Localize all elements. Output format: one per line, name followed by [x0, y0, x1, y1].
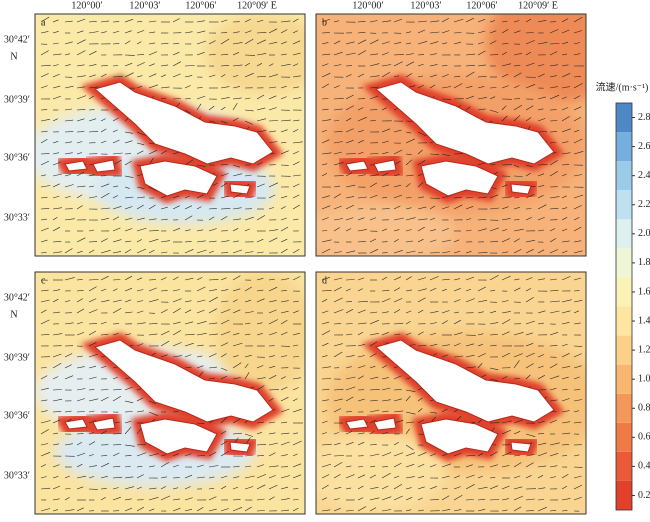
colorbar-segment: [616, 394, 632, 423]
colorbar-tick-label: 1.8: [638, 257, 650, 268]
colorbar-tick-label: 0.8: [638, 403, 650, 414]
colorbar-tick-label: 1.6: [638, 286, 650, 297]
lon-label: 120°09′ E: [518, 0, 558, 11]
colorbar-segment: [616, 219, 632, 248]
island: [230, 184, 250, 194]
colorbar-segment: [616, 336, 632, 365]
lon-label: 120°09′ E: [237, 0, 277, 11]
lon-label: 120°00′: [71, 0, 102, 11]
lon-label: 120°06′: [466, 0, 497, 11]
colorbar-segment: [616, 481, 632, 510]
lat-label: 30°33′: [4, 212, 30, 223]
colorbar-segment: [616, 452, 632, 481]
map-panel: a: [25, 14, 325, 256]
speed-zone: [296, 204, 456, 264]
panel-label: c: [41, 275, 46, 286]
island: [511, 442, 531, 452]
panel-content: [296, 0, 626, 264]
colorbar-segment: [616, 248, 632, 277]
colorbar-tick-label: 2.2: [638, 199, 650, 210]
panel-label: d: [322, 275, 327, 286]
colorbar-tick-label: 1.2: [638, 344, 650, 355]
colorbar-title: 流速/(m·s⁻¹): [596, 80, 649, 93]
colorbar-segment: [616, 423, 632, 452]
panel-content: [35, 272, 315, 514]
lat-label: 30°33′: [4, 470, 30, 481]
island: [511, 184, 531, 194]
colorbar-segment: [616, 365, 632, 394]
lon-label: 120°00′: [352, 0, 383, 11]
lon-label: 120°03′: [129, 0, 160, 11]
island: [230, 442, 250, 452]
lat-label: 30°42′: [4, 292, 30, 303]
speed-zone: [205, 14, 325, 94]
colorbar-segment: [616, 190, 632, 219]
colorbar-tick-label: 0.6: [638, 432, 650, 443]
panel-label: b: [322, 17, 327, 28]
panel-content: [25, 14, 325, 256]
map-panel: b: [296, 0, 626, 264]
speed-zone: [215, 272, 315, 392]
lon-label: 120°06′: [185, 0, 216, 11]
colorbar-segment: [616, 307, 632, 336]
map-panel: c: [35, 272, 315, 514]
colorbar-segment: [616, 277, 632, 306]
colorbar-tick-label: 2.6: [638, 141, 650, 152]
colorbar-segment: [616, 161, 632, 190]
lat-label: 30°42′: [4, 34, 30, 45]
colorbar-tick-label: 2.4: [638, 170, 650, 181]
lat-label: 30°39′: [4, 352, 30, 363]
lat-label: 30°36′: [4, 152, 30, 163]
map-panel: d: [306, 272, 606, 514]
lat-hemisphere: N: [10, 309, 17, 320]
lat-hemisphere: N: [10, 51, 17, 62]
panel-label: a: [41, 17, 46, 28]
colorbar-tick-label: 1.4: [638, 315, 650, 326]
colorbar-tick-label: 2.0: [638, 228, 650, 239]
lat-label: 30°36′: [4, 410, 30, 421]
colorbar-tick-label: 1.0: [638, 373, 650, 384]
panel-content: [306, 272, 606, 514]
colorbar-tick-label: 0.2: [638, 490, 650, 501]
lat-label: 30°39′: [4, 94, 30, 105]
colorbar-segment: [616, 103, 632, 132]
colorbar-segment: [616, 132, 632, 161]
colorbar-tick-label: 2.8: [638, 112, 650, 123]
colorbar-tick-label: 0.4: [638, 461, 650, 472]
lon-label: 120°03′: [410, 0, 441, 11]
